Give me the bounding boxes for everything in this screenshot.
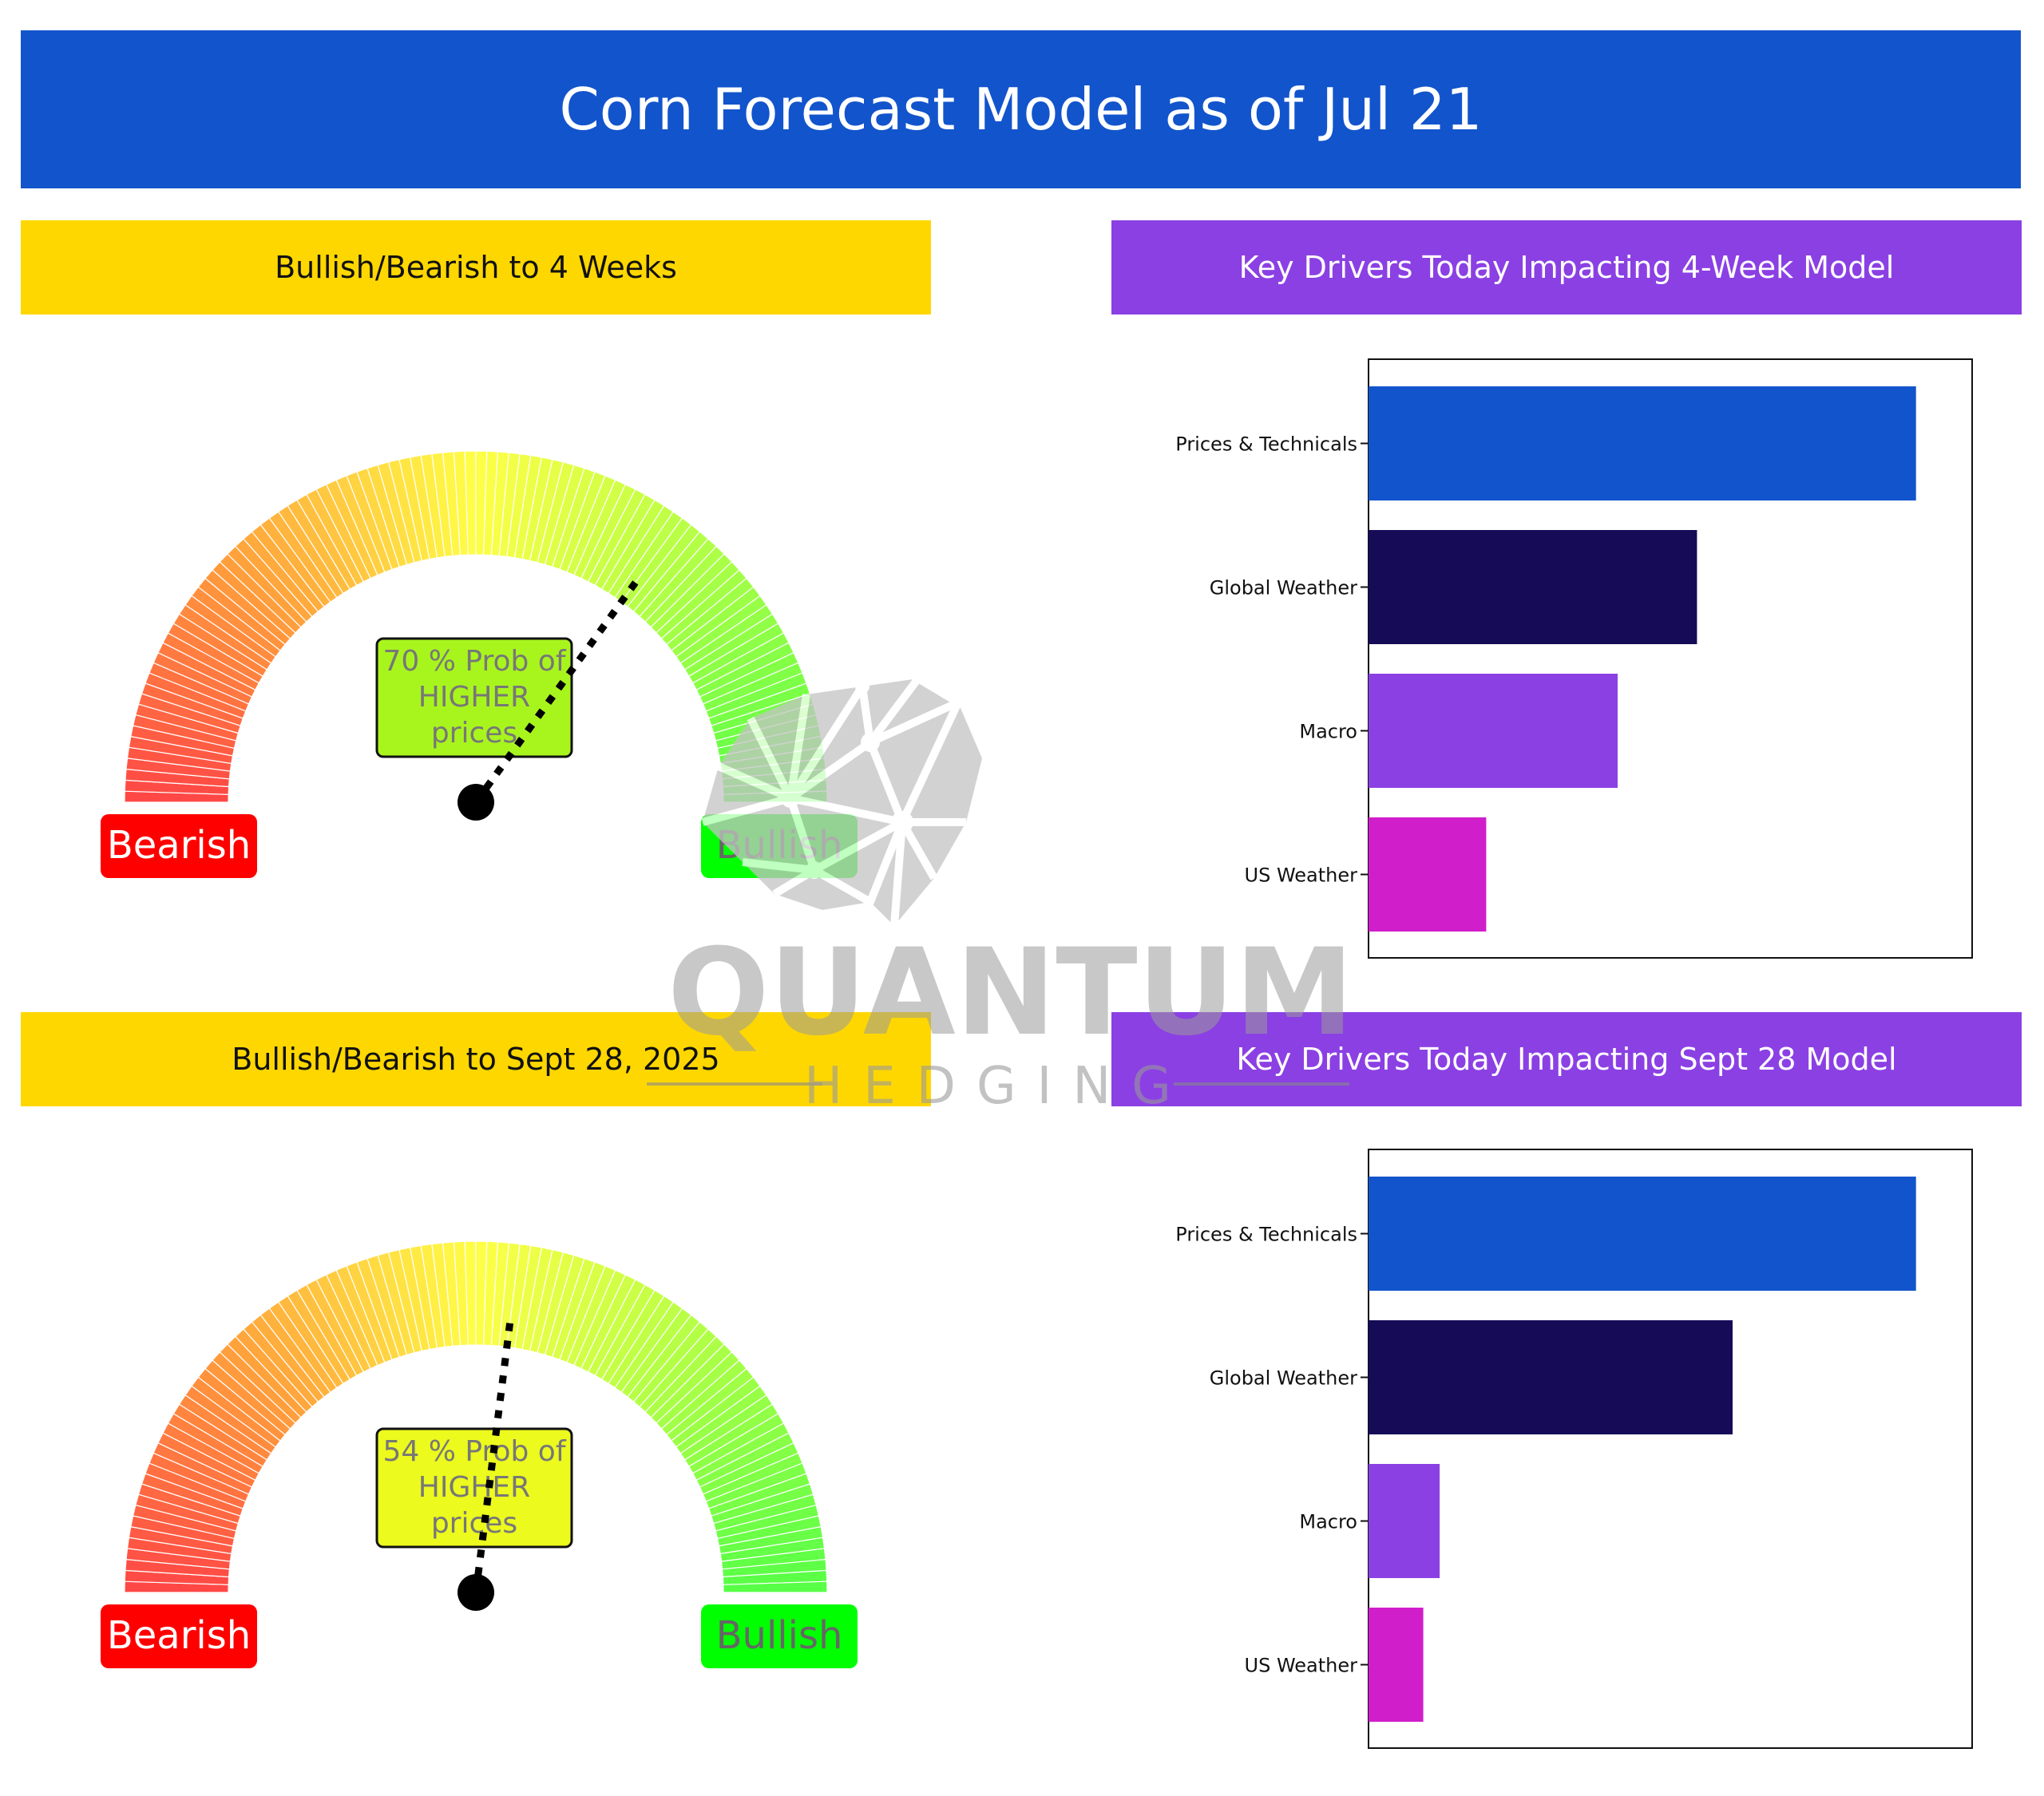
bullish-badge: Bullish <box>701 1604 858 1668</box>
bar-prices-technicals <box>1369 1177 1916 1291</box>
bearish-badge-bg <box>101 1604 257 1668</box>
drivers-sept-header: Key Drivers Today Impacting Sept 28 Mode… <box>1111 1012 2022 1106</box>
bar-global-weather <box>1369 1320 1733 1434</box>
bar-us-weather <box>1369 817 1487 932</box>
drivers-sept-chart: Prices & Technicals Global Weather Macro US… <box>1175 1149 1973 1749</box>
y-tick-label: Global Weather <box>1210 577 1357 599</box>
bearish-badge: Bearish <box>101 1604 257 1668</box>
drivers-4w-header: Key Drivers Today Impacting 4-Week Model <box>1111 220 2022 314</box>
y-tick-label: Global Weather <box>1210 1367 1357 1390</box>
bearish-badge-label: Bearish <box>107 1613 251 1658</box>
gauge-4w-header: Bullish/Bearish to 4 Weeks <box>21 220 931 314</box>
bar-macro <box>1369 674 1618 788</box>
probability-box <box>375 1427 573 1549</box>
probability-label-line: prices <box>431 1507 517 1540</box>
probability-box <box>375 637 573 758</box>
gauge-needle-hub <box>458 784 494 821</box>
gauge-sept-header: Bullish/Bearish to Sept 28, 2025 <box>21 1012 931 1106</box>
probability-label-line: HIGHER <box>418 681 530 714</box>
bar-us-weather <box>1369 1608 1424 1722</box>
watermark-line2: HEDGING <box>804 1057 1192 1116</box>
page-title: Corn Forecast Model as of Jul 21 <box>21 30 2021 188</box>
bar-macro <box>1369 1464 1440 1578</box>
y-tick-label: Prices & Technicals <box>1175 1224 1357 1246</box>
quantum-hedging-watermark: QUANTUM HEDGING <box>647 674 1354 1116</box>
bullish-badge-bg <box>701 1604 858 1668</box>
y-tick-label: Prices & Technicals <box>1175 433 1357 456</box>
watermark-line1: QUANTUM <box>667 924 1354 1062</box>
probability-label-line: HIGHER <box>418 1471 530 1504</box>
plot-frame <box>1368 1149 1973 1749</box>
gauge-needle-hub <box>458 1574 494 1611</box>
bar-global-weather <box>1369 530 1697 644</box>
gauge-segment <box>723 1580 828 1593</box>
drivers-4w-chart: Prices & Technicals Global Weather Macro US… <box>1175 358 1973 959</box>
plot-frame <box>1368 358 1973 959</box>
probability-label-line: 70 % Prob of <box>382 645 566 678</box>
probability-label-line: 54 % Prob of <box>382 1435 566 1468</box>
y-tick-label: US Weather <box>1245 864 1358 887</box>
bar-prices-technicals <box>1369 386 1916 500</box>
bearish-badge-label: Bearish <box>107 823 251 868</box>
bearish-badge-bg <box>101 814 257 878</box>
probability-label-line: prices <box>431 717 517 750</box>
y-tick-label: Macro <box>1299 721 1357 743</box>
gauge-arc <box>124 450 828 803</box>
gauge-arc <box>124 1240 828 1593</box>
bullish-badge-label: Bullish <box>716 1613 843 1658</box>
bearish-badge: Bearish <box>101 814 257 878</box>
y-tick-label: Macro <box>1299 1511 1357 1533</box>
brain-logo-icon <box>701 674 982 927</box>
y-tick-label: US Weather <box>1245 1655 1358 1677</box>
